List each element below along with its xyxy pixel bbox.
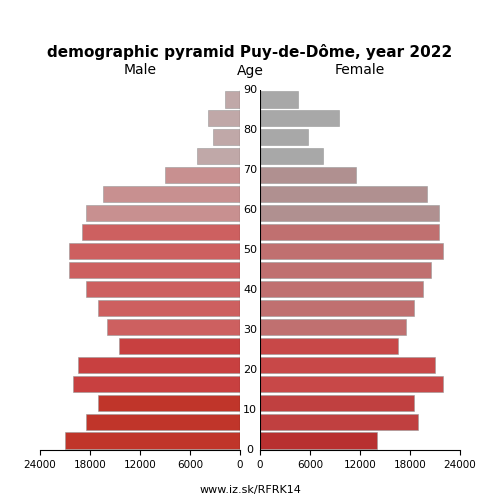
Text: 40: 40 [243, 285, 257, 295]
Bar [225, 92, 240, 108]
Bar [260, 338, 398, 354]
Text: 90: 90 [243, 85, 257, 95]
Text: Age: Age [236, 64, 264, 78]
Text: 10: 10 [243, 405, 257, 415]
Bar [260, 300, 414, 316]
Bar [260, 92, 298, 108]
Text: www.iz.sk/RFRK14: www.iz.sk/RFRK14 [199, 485, 301, 495]
Bar [86, 414, 240, 430]
Bar [260, 394, 414, 410]
Bar [78, 356, 240, 373]
Bar [260, 432, 376, 448]
Bar [260, 414, 418, 430]
Bar [119, 338, 240, 354]
Bar [98, 394, 240, 410]
Bar [260, 110, 339, 126]
Text: 0: 0 [246, 445, 254, 455]
Bar [165, 167, 240, 184]
Text: 80: 80 [243, 125, 257, 135]
Bar [260, 319, 406, 335]
Bar [106, 319, 240, 335]
Bar [260, 243, 444, 259]
Bar [69, 262, 240, 278]
Bar [98, 300, 240, 316]
Bar [102, 186, 240, 202]
Bar [260, 130, 308, 146]
Bar [82, 224, 240, 240]
Bar [260, 148, 322, 164]
Text: Female: Female [335, 64, 385, 78]
Bar [208, 110, 240, 126]
Bar [260, 376, 444, 392]
Bar [260, 224, 439, 240]
Bar [214, 130, 240, 146]
Text: 20: 20 [243, 365, 257, 375]
Bar [260, 167, 356, 184]
Bar [74, 376, 240, 392]
Bar [260, 186, 426, 202]
Bar [260, 356, 435, 373]
Bar [196, 148, 240, 164]
Text: 70: 70 [243, 165, 257, 175]
Text: 60: 60 [243, 205, 257, 215]
Bar [260, 262, 431, 278]
Text: 50: 50 [243, 245, 257, 255]
Bar [260, 281, 422, 297]
Text: demographic pyramid Puy-de-Dôme, year 2022: demographic pyramid Puy-de-Dôme, year 20… [48, 44, 452, 60]
Bar [260, 205, 439, 221]
Text: Male: Male [124, 64, 156, 78]
Bar [69, 243, 240, 259]
Bar [65, 432, 240, 448]
Bar [86, 281, 240, 297]
Bar [86, 205, 240, 221]
Text: 30: 30 [243, 325, 257, 335]
